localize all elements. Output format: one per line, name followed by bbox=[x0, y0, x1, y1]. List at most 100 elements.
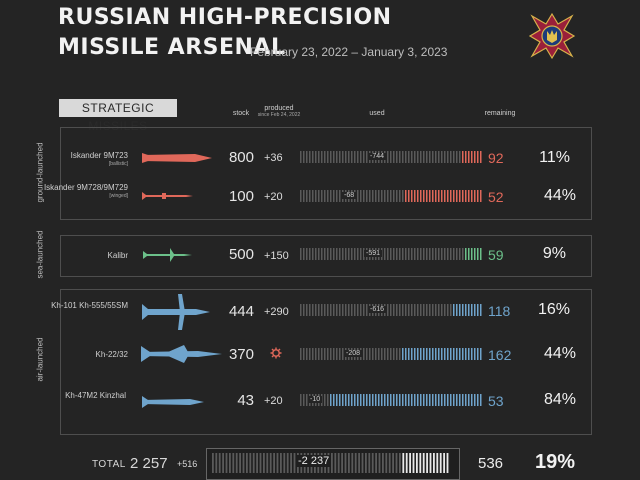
remaining-tick bbox=[333, 394, 335, 406]
missile-name-kh-101: Kh-101 Kh-555/55SM bbox=[36, 300, 128, 311]
used-tick bbox=[450, 151, 452, 163]
used-tick bbox=[387, 304, 389, 316]
remaining-tick bbox=[378, 394, 380, 406]
used-tick bbox=[408, 151, 410, 163]
remaining-value: 92 bbox=[488, 150, 504, 166]
used-tick bbox=[339, 151, 341, 163]
used-tick bbox=[405, 151, 407, 163]
used-tick bbox=[327, 151, 329, 163]
total-produced: +516 bbox=[177, 459, 198, 469]
title-line-2: MISSILE ARSENAL bbox=[58, 35, 286, 60]
used-tick bbox=[372, 190, 374, 202]
used-tick bbox=[378, 348, 380, 360]
remaining-tick bbox=[366, 394, 368, 406]
used-value: -208 bbox=[344, 350, 363, 357]
remaining-tick bbox=[432, 190, 434, 202]
column-header-produced: produced since Feb 24, 2022 bbox=[254, 105, 304, 118]
used-tick bbox=[276, 453, 279, 473]
used-tick bbox=[351, 151, 353, 163]
used-tick bbox=[387, 348, 389, 360]
remaining-tick bbox=[474, 190, 476, 202]
used-tick bbox=[357, 151, 359, 163]
used-tick bbox=[423, 151, 425, 163]
used-tick bbox=[366, 151, 368, 163]
used-tick bbox=[300, 151, 302, 163]
used-tick bbox=[456, 151, 458, 163]
remaining-tick bbox=[438, 190, 440, 202]
used-tick bbox=[392, 453, 394, 473]
used-tick bbox=[441, 304, 443, 316]
remaining-tick bbox=[441, 348, 443, 360]
remaining-tick bbox=[419, 453, 422, 473]
used-tick bbox=[303, 348, 305, 360]
remaining-tick bbox=[429, 348, 431, 360]
remaining-tick bbox=[357, 394, 359, 406]
used-tick bbox=[263, 453, 265, 473]
used-tick bbox=[358, 453, 360, 473]
used-tick bbox=[420, 151, 422, 163]
used-tick bbox=[318, 304, 320, 316]
used-tick bbox=[369, 190, 371, 202]
used-remaining-bar bbox=[300, 151, 482, 163]
used-tick bbox=[396, 151, 398, 163]
remaining-tick bbox=[465, 394, 467, 406]
remaining-tick bbox=[429, 190, 431, 202]
used-tick bbox=[390, 190, 392, 202]
used-tick bbox=[266, 453, 269, 473]
used-tick bbox=[303, 394, 305, 406]
used-tick bbox=[300, 394, 302, 406]
used-value: -744 bbox=[368, 153, 387, 160]
used-tick bbox=[342, 151, 344, 163]
used-tick bbox=[417, 151, 419, 163]
remaining-tick bbox=[444, 348, 446, 360]
used-tick bbox=[318, 190, 320, 202]
used-tick bbox=[321, 304, 323, 316]
remaining-tick bbox=[411, 348, 413, 360]
remaining-tick bbox=[363, 394, 365, 406]
used-tick bbox=[318, 348, 320, 360]
remaining-value: 52 bbox=[488, 189, 504, 205]
remaining-tick bbox=[477, 348, 479, 360]
remaining-tick bbox=[480, 190, 482, 202]
group-box-ground bbox=[60, 127, 592, 220]
remaining-tick bbox=[429, 453, 432, 473]
used-tick bbox=[423, 304, 425, 316]
remaining-tick bbox=[459, 190, 461, 202]
used-tick bbox=[318, 248, 320, 260]
used-tick bbox=[417, 248, 419, 260]
used-tick bbox=[402, 304, 404, 316]
used-tick bbox=[395, 453, 398, 473]
remaining-tick bbox=[435, 190, 437, 202]
used-tick bbox=[381, 190, 383, 202]
kinzhal-missile-icon bbox=[142, 396, 204, 408]
used-tick bbox=[371, 453, 374, 473]
used-tick bbox=[290, 453, 292, 473]
remaining-tick bbox=[474, 248, 476, 260]
used-remaining-bar bbox=[300, 248, 482, 260]
used-tick bbox=[218, 453, 221, 473]
remaining-percent: 9% bbox=[542, 245, 566, 262]
used-tick bbox=[453, 248, 455, 260]
remaining-tick bbox=[468, 151, 470, 163]
remaining-tick bbox=[453, 190, 455, 202]
remaining-tick bbox=[438, 348, 440, 360]
used-tick bbox=[312, 248, 314, 260]
column-header-produced-sub: since Feb 24, 2022 bbox=[257, 112, 301, 118]
used-tick bbox=[345, 304, 347, 316]
remaining-tick bbox=[459, 304, 461, 316]
used-tick bbox=[283, 453, 286, 473]
used-tick bbox=[420, 248, 422, 260]
used-tick bbox=[333, 248, 335, 260]
used-tick bbox=[429, 151, 431, 163]
used-tick bbox=[426, 151, 428, 163]
used-tick bbox=[432, 304, 434, 316]
remaining-tick bbox=[471, 248, 473, 260]
remaining-tick bbox=[480, 151, 482, 163]
remaining-tick bbox=[450, 394, 452, 406]
used-tick bbox=[348, 304, 350, 316]
remaining-tick bbox=[354, 394, 356, 406]
used-tick bbox=[303, 151, 305, 163]
used-tick bbox=[300, 304, 302, 316]
used-tick bbox=[381, 348, 383, 360]
used-tick bbox=[309, 151, 311, 163]
